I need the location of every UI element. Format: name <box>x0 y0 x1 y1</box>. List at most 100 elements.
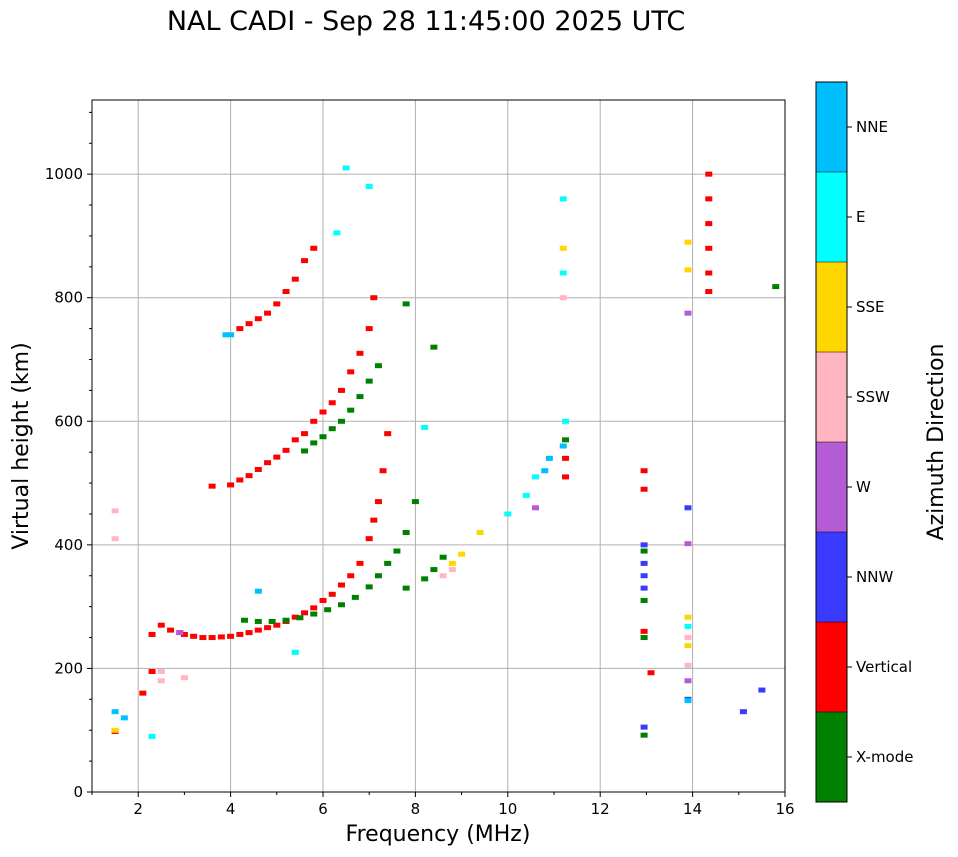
series-w <box>176 310 692 684</box>
data-point <box>310 611 318 617</box>
colorbar-segment <box>816 172 847 262</box>
data-point <box>705 270 713 276</box>
data-point <box>739 709 747 715</box>
data-point <box>167 627 175 633</box>
data-point <box>684 698 692 704</box>
colorbar-tick-label: NNW <box>856 568 893 586</box>
data-point <box>402 585 410 591</box>
data-point <box>319 434 327 440</box>
data-point <box>310 605 318 611</box>
data-point <box>439 554 447 560</box>
data-point <box>439 573 447 579</box>
data-point <box>337 602 345 608</box>
data-point <box>562 418 570 424</box>
data-point <box>176 630 184 636</box>
data-point <box>640 732 648 738</box>
data-point <box>245 321 253 327</box>
data-point <box>545 455 553 461</box>
data-point <box>430 567 438 573</box>
data-point <box>301 431 309 437</box>
data-point <box>236 326 244 332</box>
data-point <box>310 440 318 446</box>
data-point <box>384 560 392 566</box>
data-point <box>705 245 713 251</box>
colorbar-tick-label: SSE <box>856 298 885 316</box>
x-tick-label: 2 <box>133 800 143 818</box>
data-point <box>254 466 262 472</box>
data-point <box>264 625 272 631</box>
data-point <box>273 622 281 628</box>
colorbar-tick-label: SSW <box>856 388 890 406</box>
plot-frame <box>91 99 786 793</box>
colorbar-frame <box>815 81 848 803</box>
data-point <box>640 486 648 492</box>
data-point <box>559 443 567 449</box>
data-point <box>772 284 780 290</box>
data-point <box>333 230 341 236</box>
data-point <box>374 573 382 579</box>
chart-title: NAL CADI - Sep 28 11:45:00 2025 UTC <box>166 6 686 37</box>
x-tick-label: 6 <box>318 800 328 818</box>
data-point <box>199 635 207 641</box>
data-point <box>328 591 336 597</box>
x-axis-ticks: 2 4 6 8 10 12 14 16 <box>91 792 795 818</box>
colorbar-segment <box>816 622 847 712</box>
data-point <box>532 505 540 511</box>
y-tick-label: 200 <box>54 659 83 677</box>
colorbar-tick-label: E <box>856 208 865 226</box>
data-point <box>310 418 318 424</box>
data-point <box>301 610 309 616</box>
series-x-mode <box>240 284 780 738</box>
data-point <box>324 607 332 613</box>
colorbar-tick-label: NNE <box>856 118 888 136</box>
data-point <box>640 635 648 641</box>
data-point <box>640 573 648 579</box>
data-point <box>365 326 373 332</box>
x-axis-label: Frequency (MHz) <box>346 822 531 847</box>
data-point <box>705 171 713 177</box>
data-point <box>684 541 692 547</box>
data-point <box>111 508 119 514</box>
data-point <box>139 690 147 696</box>
data-point <box>365 536 373 542</box>
data-point <box>559 270 567 276</box>
data-point <box>640 724 648 730</box>
data-point <box>705 196 713 202</box>
data-point <box>264 460 272 466</box>
data-point <box>458 551 466 557</box>
data-point <box>268 618 276 624</box>
series-e <box>148 165 692 739</box>
series-nne <box>111 332 692 721</box>
data-point <box>559 245 567 251</box>
data-point <box>379 468 387 474</box>
data-point <box>236 477 244 483</box>
data-point <box>157 678 165 684</box>
data-point <box>245 630 253 636</box>
data-point <box>374 363 382 369</box>
data-point <box>180 631 188 637</box>
data-point <box>421 424 429 430</box>
data-point <box>758 687 766 693</box>
data-point <box>384 431 392 437</box>
data-point <box>310 245 318 251</box>
data-point <box>562 437 570 443</box>
data-point <box>254 627 262 633</box>
data-point <box>365 584 373 590</box>
colorbar-segment <box>816 352 847 442</box>
series-ssw <box>111 295 692 684</box>
data-point <box>254 588 262 594</box>
data-point <box>337 418 345 424</box>
data-point <box>374 499 382 505</box>
data-point <box>370 517 378 523</box>
data-point <box>319 409 327 415</box>
colorbar-tick-label: Vertical <box>856 658 912 676</box>
colorbar-tick-label: W <box>856 478 871 496</box>
data-point <box>227 633 235 639</box>
data-point <box>291 614 299 620</box>
colorbar-segment <box>816 262 847 352</box>
data-point <box>411 499 419 505</box>
data-point <box>157 669 165 675</box>
data-point <box>319 597 327 603</box>
data-point <box>291 276 299 282</box>
